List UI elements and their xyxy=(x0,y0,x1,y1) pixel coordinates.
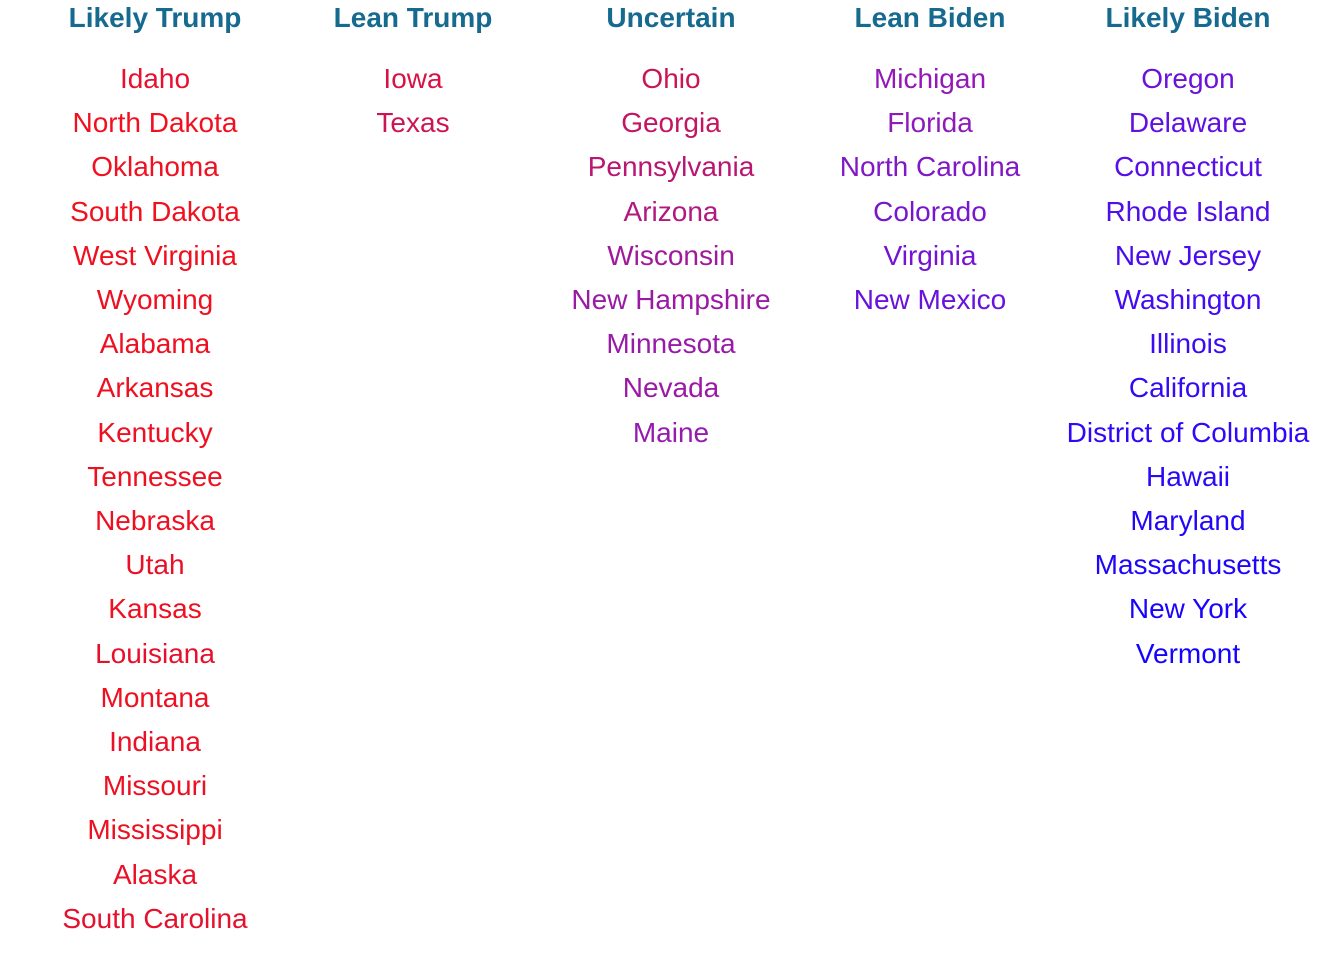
state-label: Delaware xyxy=(1128,107,1248,139)
state-label: Kentucky xyxy=(97,416,213,448)
state-label: New Mexico xyxy=(853,284,1007,315)
state-label: Idaho xyxy=(119,63,191,94)
state-label: Maine xyxy=(632,416,710,448)
state-label: Pennsylvania xyxy=(587,151,755,183)
state-label: North Carolina xyxy=(839,151,1021,183)
state-label: New Hampshire xyxy=(571,284,771,315)
state-label: Missouri xyxy=(102,770,208,802)
state-label: Tennessee xyxy=(87,460,223,492)
state-label: Utah xyxy=(125,549,185,581)
state-label: Texas xyxy=(376,107,450,139)
column-header: Uncertain xyxy=(606,2,736,33)
state-label: Virginia xyxy=(883,239,977,271)
state-label: Oregon xyxy=(1141,63,1235,94)
state-label: West Virginia xyxy=(73,239,237,271)
state-label: New York xyxy=(1128,593,1248,625)
state-label: Iowa xyxy=(383,63,443,94)
state-label: Mississippi xyxy=(87,814,223,846)
state-label: Connecticut xyxy=(1114,151,1262,183)
state-label: Colorado xyxy=(873,195,987,227)
column-header: Likely Biden xyxy=(1105,2,1271,33)
state-label: North Dakota xyxy=(72,107,238,139)
state-label: Massachusetts xyxy=(1094,549,1282,581)
state-label: District of Columbia xyxy=(1066,416,1310,448)
column-header: Lean Biden xyxy=(854,2,1006,33)
state-label: Rhode Island xyxy=(1105,195,1271,227)
state-label: Louisiana xyxy=(95,637,215,669)
state-label: Oklahoma xyxy=(91,151,219,183)
state-label: Wyoming xyxy=(96,284,214,315)
state-label: Alabama xyxy=(99,328,211,360)
state-label: Minnesota xyxy=(606,328,736,360)
column-header: Lean Trump xyxy=(333,2,493,33)
state-label: South Dakota xyxy=(70,195,240,227)
state-label: Hawaii xyxy=(1145,460,1231,492)
state-label: Arizona xyxy=(623,195,719,227)
state-label: Florida xyxy=(887,107,973,139)
state-label: Vermont xyxy=(1135,637,1241,669)
state-label: Nevada xyxy=(622,372,720,404)
state-label: Washington xyxy=(1114,284,1262,315)
state-label: Nebraska xyxy=(95,505,215,536)
state-label: New Jersey xyxy=(1114,239,1262,271)
state-label: Kansas xyxy=(108,593,202,625)
state-label: South Carolina xyxy=(62,902,248,934)
state-label: Michigan xyxy=(873,63,987,94)
state-label: Montana xyxy=(100,681,210,713)
state-label: Illinois xyxy=(1149,328,1227,360)
state-label: Alaska xyxy=(112,858,198,890)
state-label: Wisconsin xyxy=(607,239,735,271)
state-label: Maryland xyxy=(1130,505,1246,536)
state-label: Arkansas xyxy=(96,372,214,404)
column-header: Likely Trump xyxy=(68,2,242,33)
state-label: California xyxy=(1128,372,1248,404)
state-label: Ohio xyxy=(641,63,701,94)
state-label: Georgia xyxy=(621,107,721,139)
state-label: Indiana xyxy=(109,726,201,757)
